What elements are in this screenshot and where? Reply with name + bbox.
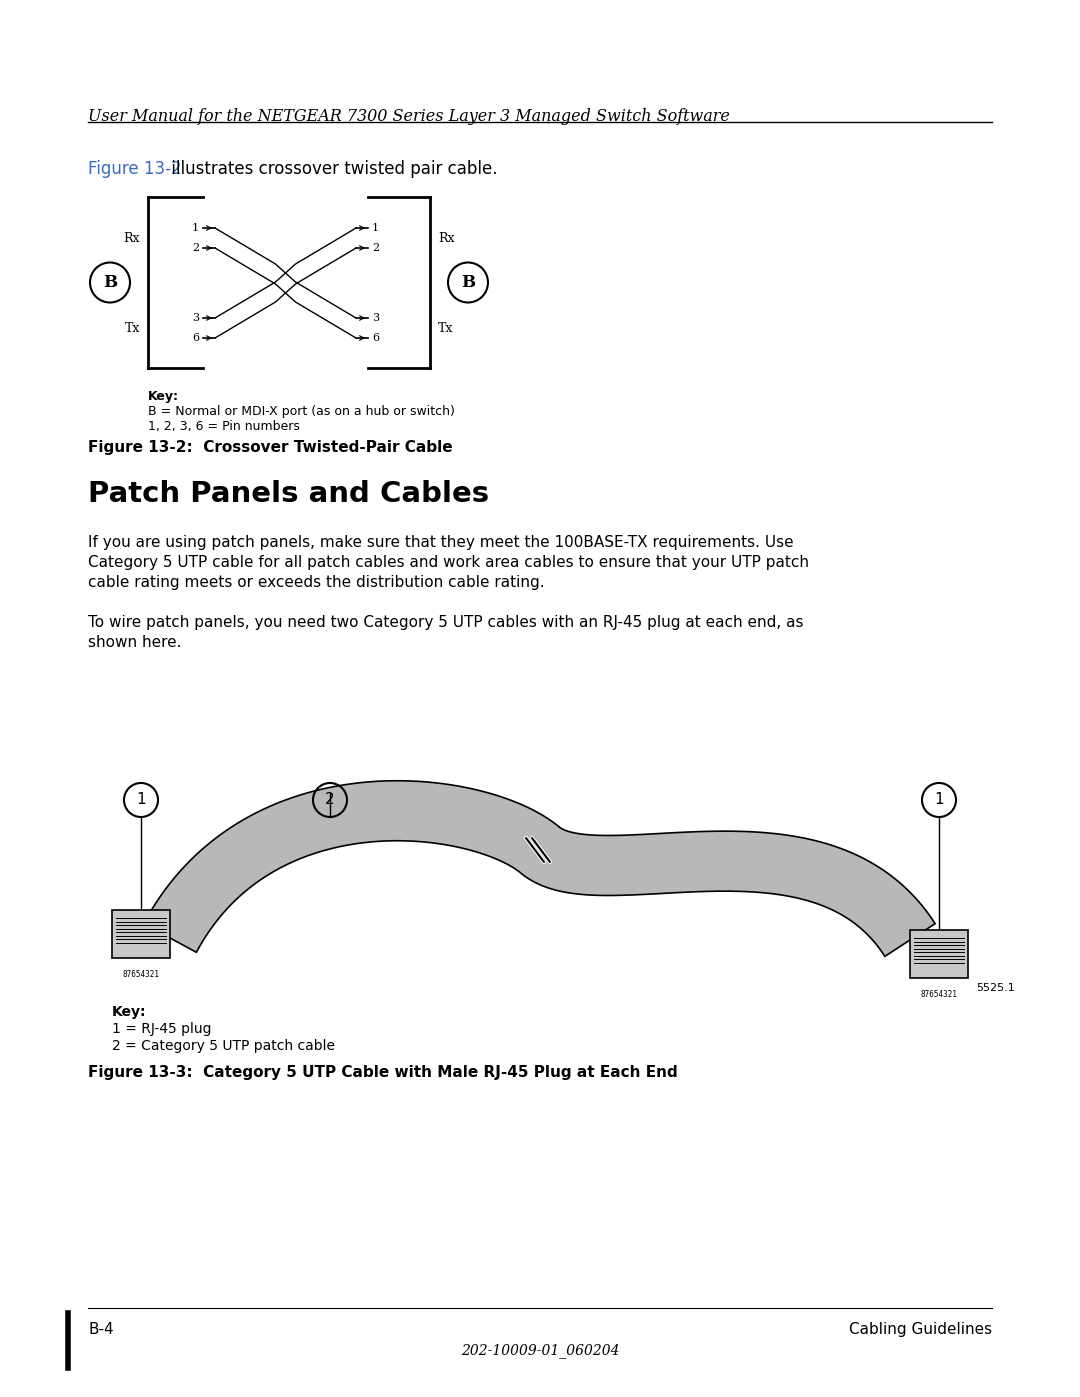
Text: Tx: Tx — [438, 321, 454, 334]
Text: 3: 3 — [192, 313, 199, 323]
Text: Patch Panels and Cables: Patch Panels and Cables — [87, 481, 489, 509]
Text: B-4: B-4 — [87, 1322, 113, 1337]
Text: 87654321: 87654321 — [920, 990, 958, 999]
Text: Figure 13-2: Figure 13-2 — [87, 161, 181, 177]
Text: B: B — [461, 274, 475, 291]
Text: Rx: Rx — [438, 232, 455, 244]
Text: If you are using patch panels, make sure that they meet the 100BASE-TX requireme: If you are using patch panels, make sure… — [87, 535, 794, 550]
Text: 1 = RJ-45 plug: 1 = RJ-45 plug — [112, 1023, 212, 1037]
Text: shown here.: shown here. — [87, 636, 181, 650]
Text: 1: 1 — [934, 792, 944, 807]
Text: Figure 13-2:  Crossover Twisted-Pair Cable: Figure 13-2: Crossover Twisted-Pair Cabl… — [87, 440, 453, 455]
Text: B: B — [103, 274, 117, 291]
Text: 2 = Category 5 UTP patch cable: 2 = Category 5 UTP patch cable — [112, 1039, 335, 1053]
FancyBboxPatch shape — [910, 930, 968, 978]
Text: 3: 3 — [372, 313, 379, 323]
FancyBboxPatch shape — [112, 909, 170, 958]
Text: 2: 2 — [325, 792, 335, 807]
Text: Rx: Rx — [123, 232, 140, 244]
Text: 2: 2 — [372, 243, 379, 253]
Text: 2: 2 — [192, 243, 199, 253]
Text: To wire patch panels, you need two Category 5 UTP cables with an RJ-45 plug at e: To wire patch panels, you need two Categ… — [87, 615, 804, 630]
Text: 6: 6 — [192, 332, 199, 344]
Text: B = Normal or MDI-X port (as on a hub or switch): B = Normal or MDI-X port (as on a hub or… — [148, 405, 455, 418]
Text: Key:: Key: — [148, 390, 179, 402]
Text: Cabling Guidelines: Cabling Guidelines — [849, 1322, 993, 1337]
Text: Category 5 UTP cable for all patch cables and work area cables to ensure that yo: Category 5 UTP cable for all patch cable… — [87, 555, 809, 570]
Text: 202-10009-01_060204: 202-10009-01_060204 — [461, 1343, 619, 1358]
Polygon shape — [144, 781, 935, 957]
Text: cable rating meets or exceeds the distribution cable rating.: cable rating meets or exceeds the distri… — [87, 576, 544, 590]
Text: Key:: Key: — [112, 1004, 147, 1018]
Text: 5525.1: 5525.1 — [976, 983, 1015, 993]
Text: 1: 1 — [372, 224, 379, 233]
Text: 6: 6 — [372, 332, 379, 344]
Text: Figure 13-3:  Category 5 UTP Cable with Male RJ-45 Plug at Each End: Figure 13-3: Category 5 UTP Cable with M… — [87, 1065, 678, 1080]
Text: 1: 1 — [136, 792, 146, 807]
Text: 87654321: 87654321 — [122, 970, 160, 979]
Text: Tx: Tx — [124, 321, 140, 334]
Text: User Manual for the NETGEAR 7300 Series Layer 3 Managed Switch Software: User Manual for the NETGEAR 7300 Series … — [87, 108, 730, 124]
Text: illustrates crossover twisted pair cable.: illustrates crossover twisted pair cable… — [166, 161, 498, 177]
Text: 1: 1 — [192, 224, 199, 233]
Text: 1, 2, 3, 6 = Pin numbers: 1, 2, 3, 6 = Pin numbers — [148, 420, 300, 433]
